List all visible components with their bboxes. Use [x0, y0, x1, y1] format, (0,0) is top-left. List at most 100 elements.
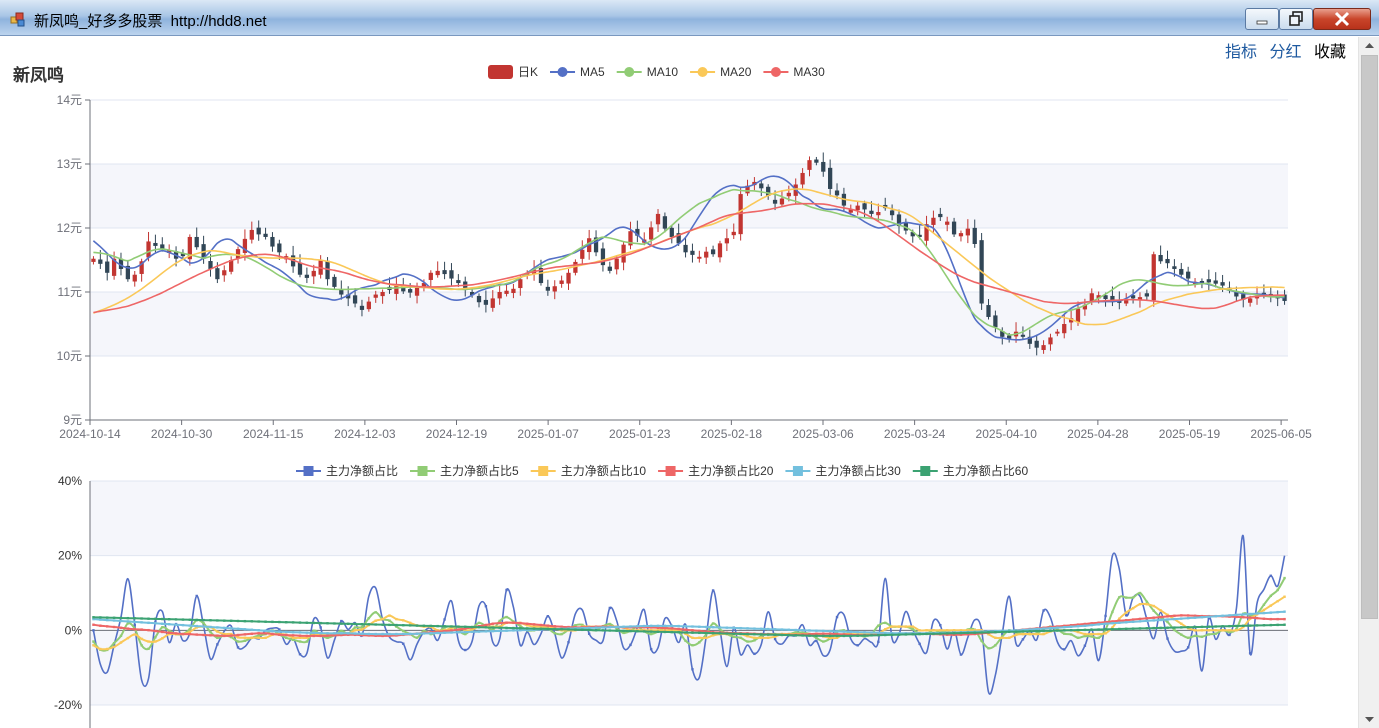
series-point: [725, 626, 729, 629]
series-point: [285, 621, 288, 624]
series-point: [691, 636, 694, 639]
legend-item[interactable]: 主力净额占比60: [912, 463, 1029, 478]
series-point: [932, 629, 935, 632]
legend-item[interactable]: 主力净额占比: [296, 463, 398, 478]
series-point: [1131, 596, 1135, 599]
series-point: [140, 617, 143, 620]
candle-body: [924, 224, 929, 241]
series-point: [1166, 615, 1169, 618]
series-point: [587, 628, 591, 632]
series-point: [367, 632, 371, 636]
x-tick-label: 2024-12-03: [334, 427, 396, 441]
legend-item[interactable]: 主力净额占比10: [530, 463, 647, 478]
vertical-scrollbar[interactable]: [1358, 37, 1379, 728]
scroll-down-icon[interactable]: [1359, 711, 1379, 728]
series-point: [457, 628, 460, 631]
series-point: [1125, 614, 1128, 617]
series-point: [395, 632, 398, 636]
series-point: [822, 634, 825, 638]
candle: [807, 156, 812, 177]
series-point: [223, 619, 226, 622]
legend-item[interactable]: MA30: [763, 65, 825, 79]
candle-body: [669, 227, 674, 237]
candle: [945, 216, 950, 232]
series-point: [1255, 624, 1259, 627]
series-point: [1159, 609, 1162, 612]
restore-button[interactable]: [1279, 8, 1313, 30]
legend-item[interactable]: 日K: [488, 65, 538, 79]
series-point: [340, 619, 343, 623]
scroll-thumb[interactable]: [1361, 55, 1378, 619]
series-point: [1214, 629, 1217, 632]
series-point: [1207, 625, 1211, 628]
series-point: [1152, 604, 1155, 608]
candle: [1206, 269, 1211, 291]
link-dividend[interactable]: 分红: [1269, 44, 1302, 61]
minimize-button[interactable]: [1245, 8, 1279, 30]
close-button[interactable]: [1313, 8, 1371, 30]
candle: [256, 220, 261, 241]
series-point: [188, 618, 192, 621]
candle: [800, 168, 805, 189]
series-point: [395, 634, 398, 637]
series-point: [167, 618, 171, 621]
series-point: [1083, 632, 1087, 636]
link-indicator[interactable]: 指标: [1225, 44, 1258, 61]
series-point: [1152, 619, 1155, 622]
series-point: [532, 623, 536, 626]
series-point: [1193, 629, 1197, 632]
legend-item[interactable]: MA10: [616, 65, 679, 79]
series-point: [532, 627, 536, 630]
series-point: [312, 633, 315, 636]
series-point: [271, 632, 274, 636]
series-point: [346, 622, 350, 626]
scroll-up-icon[interactable]: [1359, 37, 1379, 54]
legend-item[interactable]: MA20: [690, 65, 752, 79]
series-point: [1166, 637, 1169, 640]
series-point: [305, 636, 309, 639]
series-point: [119, 641, 123, 644]
series-point: [119, 626, 123, 629]
series-point: [402, 629, 405, 633]
series-point: [436, 630, 439, 633]
legend-label: MA5: [580, 65, 605, 79]
candle: [1027, 329, 1032, 349]
series-point: [746, 640, 749, 643]
series-point: [408, 624, 412, 627]
candle: [380, 289, 385, 304]
series-point: [746, 632, 749, 636]
candle-body: [1055, 331, 1060, 334]
candle-body: [1075, 308, 1081, 323]
candle-body: [848, 209, 853, 213]
series-point: [966, 633, 970, 636]
series-point: [1283, 576, 1286, 580]
series-point: [711, 622, 715, 625]
series-point: [167, 631, 171, 634]
series-point: [264, 620, 267, 623]
candle-body: [538, 268, 544, 284]
series-point: [374, 611, 377, 614]
link-favorite[interactable]: 收藏: [1313, 44, 1346, 61]
series-point: [739, 636, 742, 639]
series-point: [649, 630, 653, 633]
series-point: [1014, 629, 1018, 632]
series-point: [925, 629, 928, 632]
series-point: [1063, 624, 1066, 628]
legend-item[interactable]: 主力净额占比5: [410, 463, 519, 478]
series-point: [229, 627, 233, 630]
series-point: [608, 629, 612, 632]
series-point: [154, 636, 157, 639]
series-point: [236, 640, 240, 643]
legend-item[interactable]: MA5: [550, 65, 605, 79]
candle-body: [724, 238, 730, 244]
series-point: [1152, 616, 1155, 619]
series-point: [519, 624, 522, 628]
series-point: [897, 625, 901, 628]
legend-item[interactable]: 主力净额占比30: [785, 463, 901, 478]
legend-item[interactable]: 主力净额占比20: [658, 463, 774, 478]
series-point: [1186, 614, 1190, 617]
candle-body: [339, 289, 344, 295]
series-point: [112, 616, 116, 619]
legend-swatch-dot: [770, 67, 781, 77]
series-point: [1276, 617, 1279, 621]
